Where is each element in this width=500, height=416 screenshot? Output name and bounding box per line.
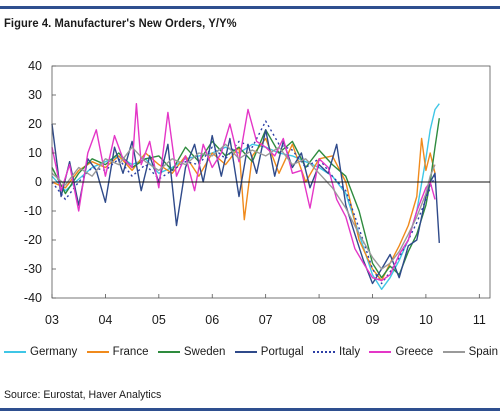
y-tick-label: 0 [35, 175, 42, 189]
legend-swatch [86, 351, 109, 353]
series-line-germany [51, 103, 440, 290]
legend-swatch [369, 351, 392, 353]
legend: Germany France Sweden Portugal Italy Greece Sp… [4, 343, 498, 361]
y-tick-label: -40 [24, 291, 42, 305]
legend-label: Greece [395, 346, 434, 358]
x-tick-label: 08 [312, 313, 326, 327]
y-axis: -40 -30 -20 -10 0 10 20 30 40 [24, 59, 56, 305]
y-tick-label: 10 [28, 146, 42, 160]
legend-item-sweden: Sweden [157, 346, 226, 358]
line-chart: -40 -30 -20 -10 0 10 20 30 40 03 04 05 06 07 08 09 10 11 [24, 59, 491, 327]
x-tick-label: 10 [419, 313, 433, 327]
source-note: Source: Eurostat, Haver Analytics [4, 389, 162, 401]
y-tick-label: -30 [24, 262, 42, 276]
x-tick-label: 04 [98, 313, 112, 327]
legend-label: France [112, 346, 149, 358]
series-line-greece [51, 102, 436, 282]
legend-swatch [234, 351, 257, 353]
y-tick-label: -20 [24, 233, 42, 247]
series-line-france [51, 137, 436, 282]
series-line-portugal [51, 123, 440, 285]
y-tick-label: 40 [28, 59, 42, 73]
legend-label: Italy [339, 346, 361, 358]
legend-item-germany: Germany [4, 346, 77, 358]
series-layer [51, 102, 440, 290]
y-tick-label: 20 [28, 117, 42, 131]
legend-swatch [157, 351, 180, 353]
legend-item-spain: Spain [442, 346, 498, 358]
legend-swatch [4, 351, 26, 353]
legend-item-greece: Greece [369, 346, 433, 358]
x-tick-label: 11 [473, 313, 486, 327]
series-line-spain [51, 143, 436, 270]
legend-label: Spain [468, 346, 498, 358]
x-tick-label: 06 [205, 313, 219, 327]
legend-item-italy: Italy [313, 346, 360, 358]
x-tick-label: 03 [45, 313, 59, 327]
series-line-sweden [51, 118, 440, 279]
legend-item-portugal: Portugal [234, 346, 304, 358]
legend-label: Sweden [183, 346, 226, 358]
legend-label: Portugal [260, 346, 304, 358]
bottom-rule [0, 408, 500, 411]
x-tick-label: 05 [152, 313, 166, 327]
top-rule [0, 6, 500, 9]
x-tick-label: 09 [366, 313, 380, 327]
legend-item-france: France [86, 346, 149, 358]
x-axis: 03 04 05 06 07 08 09 10 11 [45, 294, 486, 327]
chart-title: Figure 4. Manufacturer's New Orders, Y/Y… [4, 16, 237, 30]
legend-swatch [313, 351, 335, 353]
legend-swatch [442, 351, 465, 353]
y-tick-label: -10 [24, 204, 42, 218]
legend-label: Germany [30, 346, 78, 358]
x-tick-label: 07 [259, 313, 273, 327]
y-tick-label: 30 [28, 88, 42, 102]
